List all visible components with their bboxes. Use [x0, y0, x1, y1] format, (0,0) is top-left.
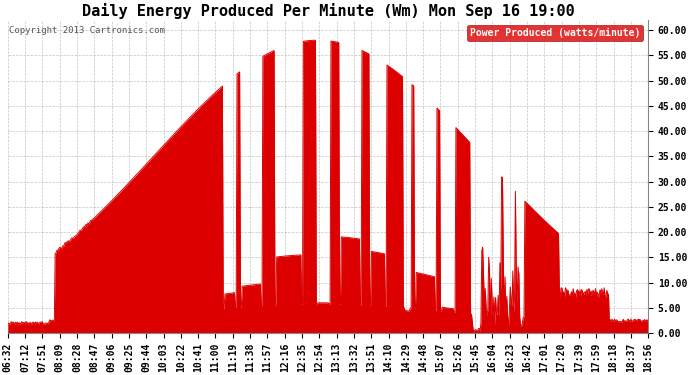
Title: Daily Energy Produced Per Minute (Wm) Mon Sep 16 19:00: Daily Energy Produced Per Minute (Wm) Mo… [81, 3, 574, 19]
Text: Copyright 2013 Cartronics.com: Copyright 2013 Cartronics.com [9, 26, 165, 35]
Legend: Power Produced (watts/minute): Power Produced (watts/minute) [467, 25, 643, 40]
